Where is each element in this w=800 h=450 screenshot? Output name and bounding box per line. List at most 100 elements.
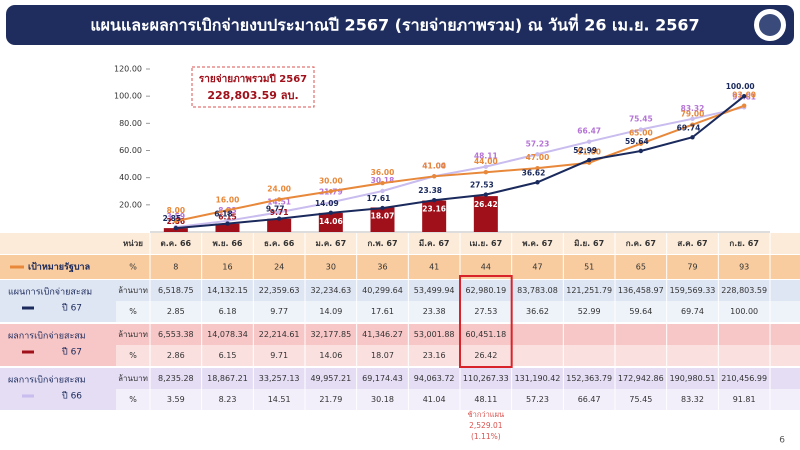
point [535,180,540,185]
point-label: 57.23 [526,139,550,148]
x-tick-label: ส.ค. 67 [677,239,707,248]
bar-label: 23.16 [422,205,446,214]
page-number: 6 [779,436,785,446]
row-label: เป้าหมายรัฐบาล [28,262,90,273]
point-label: 79.00 [681,110,705,119]
x-tick-label: พ.ค. 67 [522,239,553,248]
point [483,164,489,169]
annotation-value: 228,803.59 ลบ. [207,89,298,102]
unit-label: ล้านบาท [118,330,148,339]
table-cell: 53,001.88 [414,330,455,339]
line [175,95,745,230]
point [380,180,385,186]
point-label: 36.00 [371,168,395,177]
table-cell: 16 [222,263,232,272]
row-label-bg [0,324,116,366]
point-label: 75.45 [629,115,653,124]
table-cell: 30 [326,263,336,272]
point-label: 36.62 [522,168,546,177]
unit-header: หน่วย [123,239,143,248]
bar-label: 6.15 [218,213,237,222]
x-tick-label: ก.พ. 67 [367,239,397,248]
point-label: 41.04 [422,161,446,170]
table-cell: 40,299.64 [362,286,403,295]
table-cell: 41,346.27 [362,330,403,339]
table-cell: 75.45 [629,395,652,404]
table-cell: 6,553.38 [158,330,194,339]
table-cell: 2.85 [167,307,185,316]
table-cell: 69,174.43 [362,374,403,383]
line [175,106,745,229]
bar [215,223,240,232]
point-label: 69.74 [677,123,701,132]
point [535,152,540,157]
table-cell: 23.38 [423,307,446,316]
row-label: ผลการเบิกจ่ายสะสม [8,375,86,386]
table-cell: 26.42 [474,351,497,360]
unit-label: % [129,395,137,404]
month-row [0,233,800,254]
row-label-period: ปี 66 [62,391,82,402]
point [225,208,230,213]
point-label: 14.51 [267,197,291,206]
point-label: 30.18 [371,176,395,185]
table-cell: 47 [532,263,542,272]
point [380,188,385,194]
point [638,148,644,154]
point [328,200,334,205]
annotation-box [191,66,315,108]
table-cell: 91.81 [733,395,756,404]
table-cell: 22,359.63 [259,286,300,295]
table-cell: 94,063.72 [414,374,455,383]
y-tick-label: 60.00 [119,146,142,155]
note: 2,529.01 [469,421,503,430]
x-tick-label: มี.ค. 67 [419,238,450,248]
point [173,225,179,231]
table-row [0,345,800,366]
table-cell: 152,363.79 [566,374,612,383]
table-cell: 3.59 [167,395,185,404]
point [586,139,592,144]
x-tick-label: ธ.ค. 66 [264,239,295,248]
point [690,135,695,140]
point-label: 52.99 [573,146,597,155]
point-label: 24.00 [267,184,291,193]
table-cell: 41 [429,263,439,272]
point [483,192,489,197]
table-row [0,324,800,345]
point [741,103,747,108]
table-cell: 83.32 [681,395,704,404]
point [276,197,282,202]
table-cell: 2.86 [167,351,185,360]
table-cell: 21.79 [319,395,342,404]
point-label: 59.64 [625,137,649,146]
table-cell: 36.62 [526,307,549,316]
point [586,157,592,163]
bar-label: 26.42 [474,200,498,209]
table-cell: 62,980.19 [465,286,506,295]
table-cell: 159,569.33 [670,286,716,295]
table-cell: 66.47 [578,395,601,404]
table-row [0,389,800,410]
point-label: 30.00 [319,176,343,185]
table-row [0,255,800,279]
header-bar [6,5,794,45]
table-cell: 9.77 [270,307,288,316]
bar [422,200,447,232]
table-cell: 32,234.63 [310,286,351,295]
table-cell: 32,177.85 [310,330,351,339]
table-cell: 14.09 [319,307,342,316]
row-label-period: ปี 67 [62,303,82,314]
point-label: 83.32 [681,104,705,113]
point [173,218,179,224]
row-label: แผนการเบิกจ่ายสะสม [8,287,92,298]
table-cell: 6.18 [219,307,237,316]
table-cell: 44 [481,263,491,272]
y-tick-label: 80.00 [119,119,142,128]
annotation-title: รายจ่ายภาพรวมปี 2567 [199,73,307,85]
table-cell: 121,251.79 [566,286,612,295]
table-cell: 8.23 [219,395,237,404]
table-cell: 49,957.21 [310,374,351,383]
point-label: 41.00 [422,161,446,170]
table-cell: 9.71 [270,351,288,360]
